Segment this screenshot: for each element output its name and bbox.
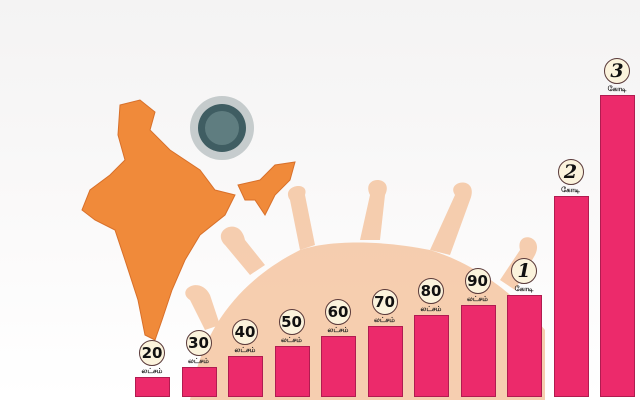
unit-label: லட்சம் xyxy=(234,346,256,355)
unit-label: லட்சம் xyxy=(420,305,442,314)
value-badge: 90 xyxy=(464,267,491,294)
value-badge: 70 xyxy=(371,288,398,315)
bar xyxy=(274,346,310,397)
bar xyxy=(460,304,496,397)
bar xyxy=(553,196,589,397)
value-badge: 30 xyxy=(185,329,212,356)
bar xyxy=(367,325,403,397)
unit-label: லட்சம் xyxy=(281,336,302,345)
bar xyxy=(321,335,356,397)
value-badge: 40 xyxy=(232,319,258,346)
value-badge: 60 xyxy=(325,298,351,325)
unit-label: கோடி xyxy=(514,284,534,293)
value-badge: 50 xyxy=(278,309,305,336)
unit-label: லட்சம் xyxy=(374,315,395,324)
india-map xyxy=(81,99,296,341)
unit-label: லட்சம் xyxy=(141,367,163,375)
value-badge: 1 xyxy=(511,257,537,284)
bar xyxy=(600,95,635,397)
unit-label: கோடி xyxy=(607,85,627,93)
bar xyxy=(414,315,449,397)
unit-label: லட்சம் xyxy=(327,325,349,334)
virus-icon xyxy=(190,96,254,160)
value-badge: 3 xyxy=(604,58,630,84)
unit-label: லட்சம் xyxy=(188,356,209,365)
unit-label: லட்சம் xyxy=(467,294,488,303)
bar xyxy=(135,377,170,397)
unit-label: கோடி xyxy=(561,186,580,194)
bar xyxy=(181,366,217,397)
value-badge: 80 xyxy=(418,278,444,305)
value-badge: 20 xyxy=(139,340,165,366)
bar xyxy=(228,356,263,397)
bar xyxy=(507,294,542,397)
value-badge: 2 xyxy=(557,159,584,185)
